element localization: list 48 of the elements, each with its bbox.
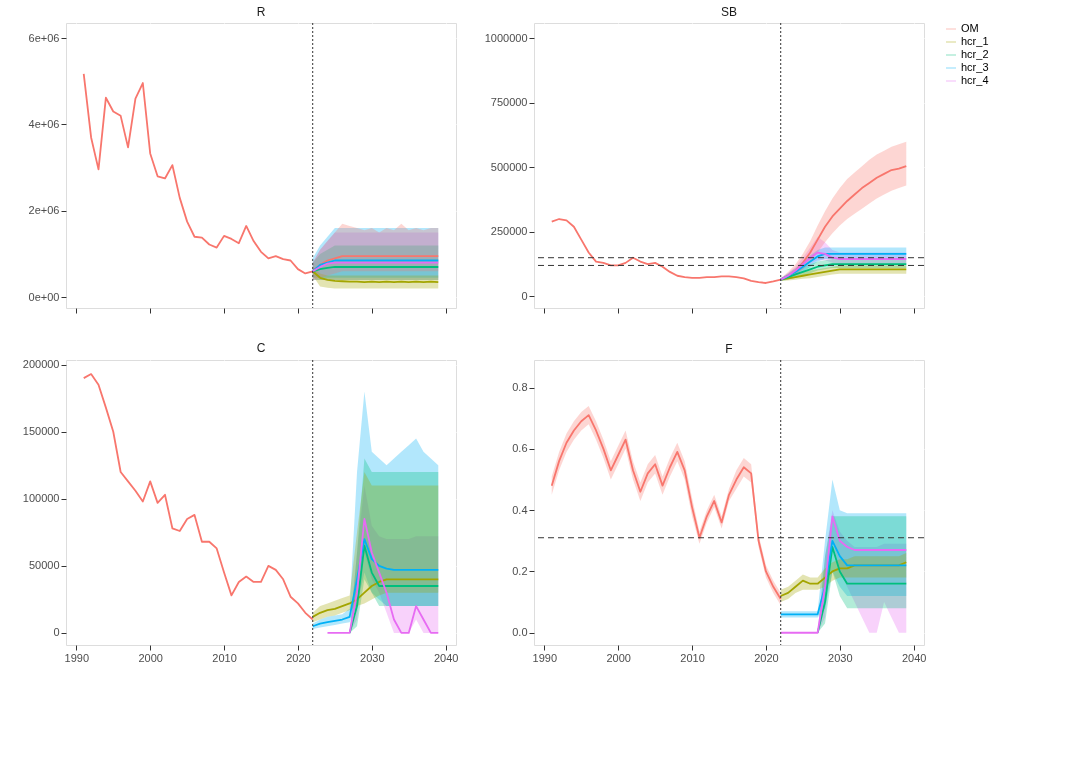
y-tick-label: 0.2 [512,564,528,577]
chart-title: C [256,340,266,355]
y-tick-label: 0 [521,289,528,302]
legend-label: hcr_4 [961,74,989,86]
y-tick-label: 500000 [490,160,528,173]
chart-title: R [256,4,266,19]
y-tick-label: 0.8 [512,381,528,394]
y-tick-label: 4e+06 [28,117,60,130]
line-series [311,578,440,618]
line-series [82,373,314,621]
y-tick-label: 0.4 [512,503,528,516]
x-tick-label: 2030 [828,651,853,664]
y-tick-label: 2e+06 [28,204,60,217]
chart-title: SB [720,4,738,19]
y-tick-label: 0.6 [512,442,528,455]
legend-label: hcr_2 [961,48,989,60]
y-tick-label: 150000 [22,425,60,438]
y-tick-label: 0e+00 [28,290,60,303]
y-tick-label: 750000 [490,96,528,109]
y-tick-label: 0 [53,626,60,639]
y-tick-label: 50000 [28,559,60,572]
x-tick-label: 2020 [754,651,779,664]
y-tick-label: 100000 [22,492,60,505]
x-tick-label: 2030 [360,651,385,664]
x-tick-label: 2000 [138,651,163,664]
x-tick-label: 2010 [680,651,705,664]
y-tick-label: 6e+06 [28,31,60,44]
y-tick-label: 1000000 [484,31,528,44]
x-tick-label: 1990 [64,651,90,664]
y-tick-label: 0.0 [512,626,528,639]
x-tick-label: 2020 [286,651,311,664]
legend-label: OM [961,22,979,34]
chart-title: F [725,341,733,356]
y-tick-label: 200000 [22,358,60,371]
legend-label: hcr_1 [961,35,989,47]
line-series [311,538,440,628]
line-series [550,165,908,284]
legend-label: hcr_3 [961,61,989,73]
x-tick-label: 2000 [606,651,631,664]
x-tick-label: 2040 [901,651,927,664]
x-tick-label: 1990 [532,651,558,664]
line-series [779,539,908,616]
line-series [311,270,440,283]
y-tick-label: 250000 [490,225,528,238]
line-series [326,518,440,634]
line-series [82,73,440,275]
x-tick-label: 2040 [433,651,459,664]
x-tick-label: 2010 [212,651,237,664]
